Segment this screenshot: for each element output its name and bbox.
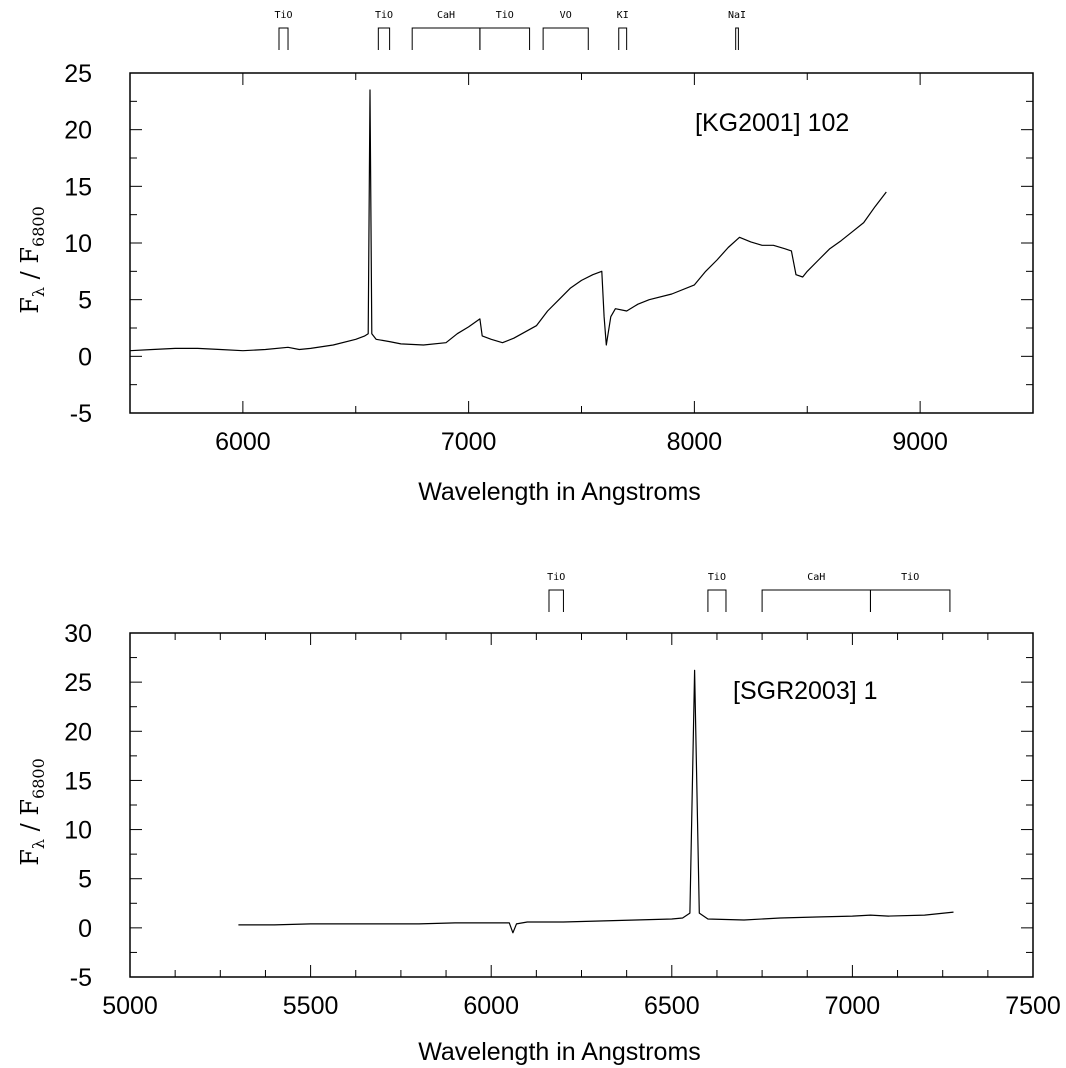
spectrum-annotation: [KG2001] 102 (695, 109, 849, 137)
spectrum-line (238, 669, 954, 934)
spectrum-annotation: [SGR2003] 1 (733, 677, 878, 705)
x-tick-label: 7000 (441, 428, 497, 456)
x-tick-label: 5000 (102, 992, 158, 1020)
x-axis-title: Wavelength in Angstroms (418, 478, 701, 506)
y-tick-label: 0 (78, 915, 92, 943)
band-label: TiO (901, 572, 919, 583)
band-label: TiO (496, 10, 514, 21)
x-tick-label: 6500 (644, 992, 700, 1020)
band-label: VO (560, 10, 572, 21)
x-axis-title: Wavelength in Angstroms (418, 1038, 701, 1066)
band-label: TiO (547, 572, 565, 583)
band-label: CaH (807, 572, 825, 583)
y-tick-label: 15 (64, 767, 92, 795)
x-tick-label: 6000 (215, 428, 271, 456)
spectrum-line (129, 89, 887, 352)
y-tick-label: -5 (70, 400, 92, 428)
band-marker (869, 589, 951, 612)
x-tick-label: 7000 (825, 992, 881, 1020)
y-tick-label: -5 (70, 964, 92, 992)
y-tick-label: 20 (64, 117, 92, 145)
x-tick-label: 9000 (892, 428, 948, 456)
band-label: KI (617, 10, 629, 21)
y-axis-title: Fλ / F6800 (16, 758, 48, 866)
band-marker (618, 27, 628, 50)
x-tick-label: 8000 (667, 428, 723, 456)
band-marker (735, 27, 739, 50)
y-axis-title: Fλ / F6800 (16, 206, 48, 314)
y-tick-label: 25 (64, 669, 92, 697)
band-marker (707, 589, 727, 612)
band-marker (761, 589, 871, 612)
band-marker (548, 589, 564, 612)
x-tick-label: 6000 (463, 992, 519, 1020)
band-marker (377, 27, 391, 50)
y-tick-label: 5 (78, 287, 92, 315)
y-tick-label: 20 (64, 718, 92, 746)
y-tick-label: 0 (78, 343, 92, 371)
band-marker (278, 27, 289, 50)
band-label: TiO (708, 572, 726, 583)
y-tick-label: 30 (64, 620, 92, 648)
plot-frame (129, 72, 1034, 414)
band-marker (479, 27, 531, 50)
band-label: CaH (437, 10, 455, 21)
x-tick-label: 7500 (1005, 992, 1061, 1020)
band-marker (411, 27, 481, 50)
y-tick-label: 15 (64, 173, 92, 201)
spectrum-panel-bottom: 5000 5500 6000 6500 7000 7500 -5 0 5 10 15 20 25 30 Wa… (16, 572, 1061, 1066)
band-label: TiO (274, 10, 292, 21)
y-tick-label: 10 (64, 230, 92, 258)
y-tick-label: 10 (64, 817, 92, 845)
y-tick-label: 25 (64, 60, 92, 88)
band-marker (542, 27, 589, 50)
spectrum-panel-top: 6000 7000 8000 9000 -5 0 5 10 15 20 25 Wavelength i… (16, 10, 1034, 506)
x-tick-label: 5500 (283, 992, 339, 1020)
band-label: TiO (375, 10, 393, 21)
band-label: NaI (728, 10, 746, 21)
y-tick-label: 5 (78, 866, 92, 894)
